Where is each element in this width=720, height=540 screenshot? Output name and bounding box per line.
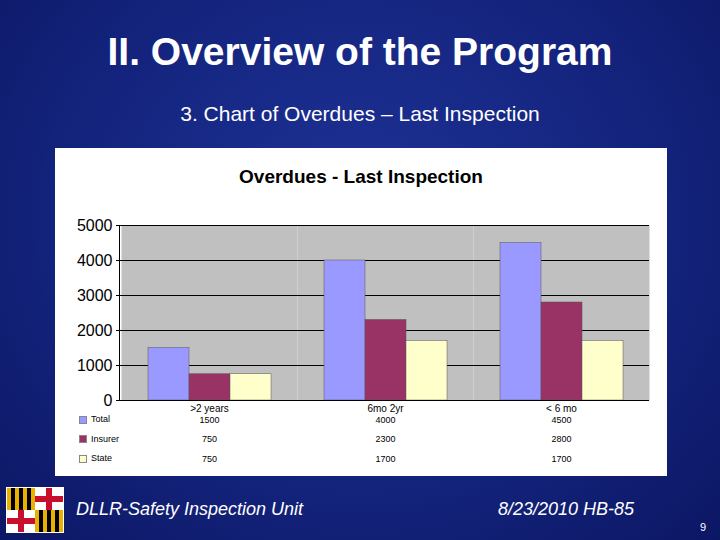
html-text:8/23/2010 HB-85: 8/23/2010 HB-85 xyxy=(498,499,635,519)
html-text:Total: Total xyxy=(91,414,110,424)
html-text:9: 9 xyxy=(700,521,707,533)
svg-text:4000: 4000 xyxy=(77,252,113,269)
svg-text:2300: 2300 xyxy=(375,434,395,444)
svg-text:3000: 3000 xyxy=(77,287,113,304)
svg-text:2000: 2000 xyxy=(77,322,113,339)
html-text:State: State xyxy=(91,453,112,463)
html-text:II. Overview of the Program: II. Overview of the Program xyxy=(107,30,613,73)
svg-text:>2 years: >2 years xyxy=(190,403,229,414)
svg-text:1500: 1500 xyxy=(199,415,219,425)
svg-text:750: 750 xyxy=(202,454,217,464)
svg-text:5000: 5000 xyxy=(77,217,113,234)
html-text:Overdues - Last Inspection: Overdues - Last Inspection xyxy=(239,166,483,187)
svg-text:2800: 2800 xyxy=(551,434,571,444)
svg-text:< 6 mo: < 6 mo xyxy=(546,403,577,414)
html-text:DLLR-Safety Inspection Unit: DLLR-Safety Inspection Unit xyxy=(76,499,304,519)
svg-text:1000: 1000 xyxy=(77,357,113,374)
svg-text:6mo 2yr: 6mo 2yr xyxy=(367,403,404,414)
html-text:Insurer: Insurer xyxy=(91,433,119,444)
svg-text:750: 750 xyxy=(202,434,217,444)
svg-text:1700: 1700 xyxy=(551,454,571,464)
svg-text:4500: 4500 xyxy=(551,415,571,425)
svg-text:1700: 1700 xyxy=(375,454,395,464)
html-text:3. Chart of Overdues – Last In: 3. Chart of Overdues – Last Inspection xyxy=(180,102,540,125)
svg-text:4000: 4000 xyxy=(375,415,395,425)
svg-text:0: 0 xyxy=(104,392,113,409)
